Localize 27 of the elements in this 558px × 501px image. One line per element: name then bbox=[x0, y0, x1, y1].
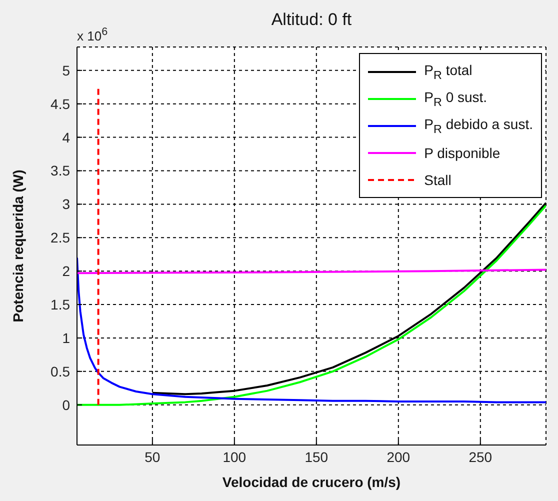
y-tick-label: 4.5 bbox=[50, 96, 70, 112]
legend-label: P$_{R}$ debido a sust. bbox=[424, 116, 533, 136]
x-tick-label: 50 bbox=[144, 448, 160, 465]
legend-label: P$_{R}$ 0 sust. bbox=[424, 88, 488, 108]
x-tick-label: 200 bbox=[386, 448, 410, 465]
y-tick-label: 3 bbox=[62, 196, 70, 212]
y-tick-label: 0 bbox=[62, 396, 70, 413]
y-tick-label: 5 bbox=[62, 62, 70, 78]
legend-label: P$_{R}$ total bbox=[424, 62, 472, 82]
y-tick-label: 3.5 bbox=[50, 162, 70, 179]
y-tick-label: 2.5 bbox=[50, 230, 70, 246]
x-tick-label: 150 bbox=[304, 448, 328, 465]
line-series bbox=[77, 204, 546, 406]
x-tick-label: 250 bbox=[468, 448, 492, 465]
legend-label: P disponible bbox=[424, 144, 500, 160]
text: x 10$^{6}$ bbox=[77, 26, 108, 44]
y-tick-label: 4 bbox=[62, 129, 70, 146]
line-series bbox=[77, 256, 546, 404]
x-axis-title: Velocidad de crucero (m/s) bbox=[222, 474, 401, 490]
y-tick-label: 1 bbox=[62, 330, 70, 346]
legend-label: Stall bbox=[424, 172, 452, 188]
y-tick-label: 0.5 bbox=[50, 363, 70, 380]
x-tick-label: 100 bbox=[222, 448, 246, 465]
y-tick-label: 1.5 bbox=[50, 296, 70, 312]
chart-title: Altitud: 0 ft bbox=[271, 10, 352, 29]
y-axis-title: Potencia requerida (W) bbox=[10, 170, 26, 322]
y-tick-label: 2 bbox=[62, 263, 70, 280]
